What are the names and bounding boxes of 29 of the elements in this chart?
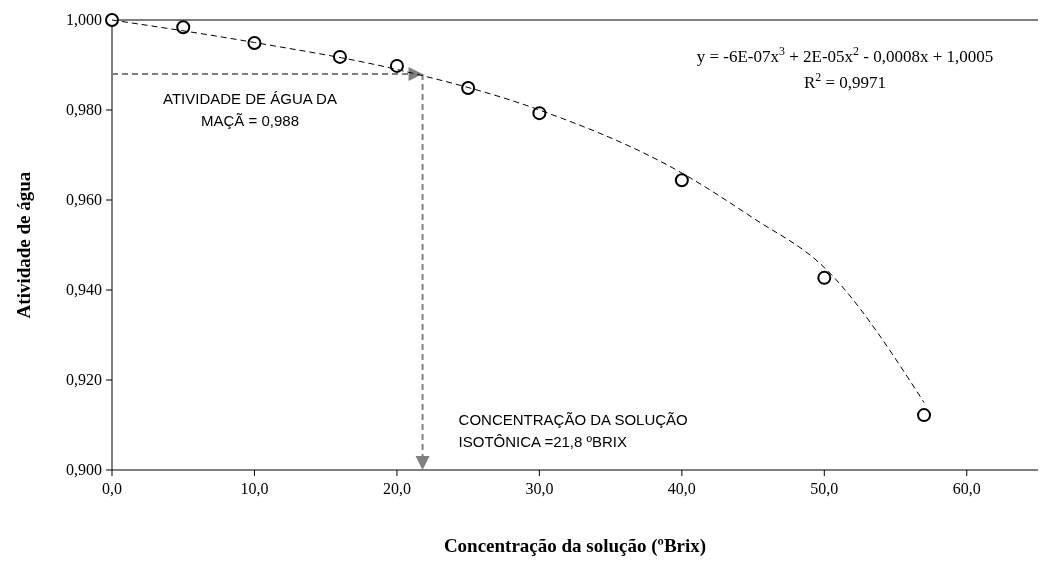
y-tick-label: 0,960 — [66, 191, 102, 208]
point — [176, 20, 191, 35]
annotation: R$^{2}$ = 0,9971 — [803, 70, 887, 92]
y-tick-label: 0,920 — [66, 371, 102, 388]
x-axis-title: Concentração da solução (ºBrix) — [443, 535, 707, 557]
x-tick-label: 0,0 — [102, 480, 122, 497]
y-tick-label: 0,940 — [66, 281, 102, 298]
point — [247, 35, 262, 50]
point — [389, 58, 404, 73]
x-tick-label: 10,0 — [240, 480, 269, 497]
y-tick-label: 1,000 — [66, 11, 102, 28]
point — [532, 106, 547, 121]
y-axis-title: Atividade de água — [13, 171, 34, 319]
point — [461, 80, 476, 95]
y-tick-label: 0,980 — [66, 101, 102, 118]
x-tick-label: 50,0 — [810, 480, 839, 497]
x-tick-label: 40,0 — [667, 480, 696, 497]
point — [674, 173, 689, 188]
point — [917, 408, 932, 423]
x-tick-label: 20,0 — [382, 480, 411, 497]
point — [332, 49, 347, 64]
x-tick-label: 30,0 — [525, 480, 554, 497]
y-tick-label: 0,900 — [66, 461, 102, 478]
annotation: y = -6E-07x$^{3}$ + 2E-05x$^{2}$ - 0,0008x + 1,0005 — [696, 44, 994, 66]
point — [817, 270, 832, 285]
ref-line-label: ATIVIDADE DE ÁGUA DA MAÇÃ = 0,988 — [163, 90, 337, 129]
ref-line-label: CONCENTRAÇÃO DA SOLUÇÃO ISOTÔNICA =21,8 ºBRIX — [458, 411, 688, 450]
x-tick-label: 60,0 — [952, 480, 981, 497]
point — [105, 13, 119, 27]
